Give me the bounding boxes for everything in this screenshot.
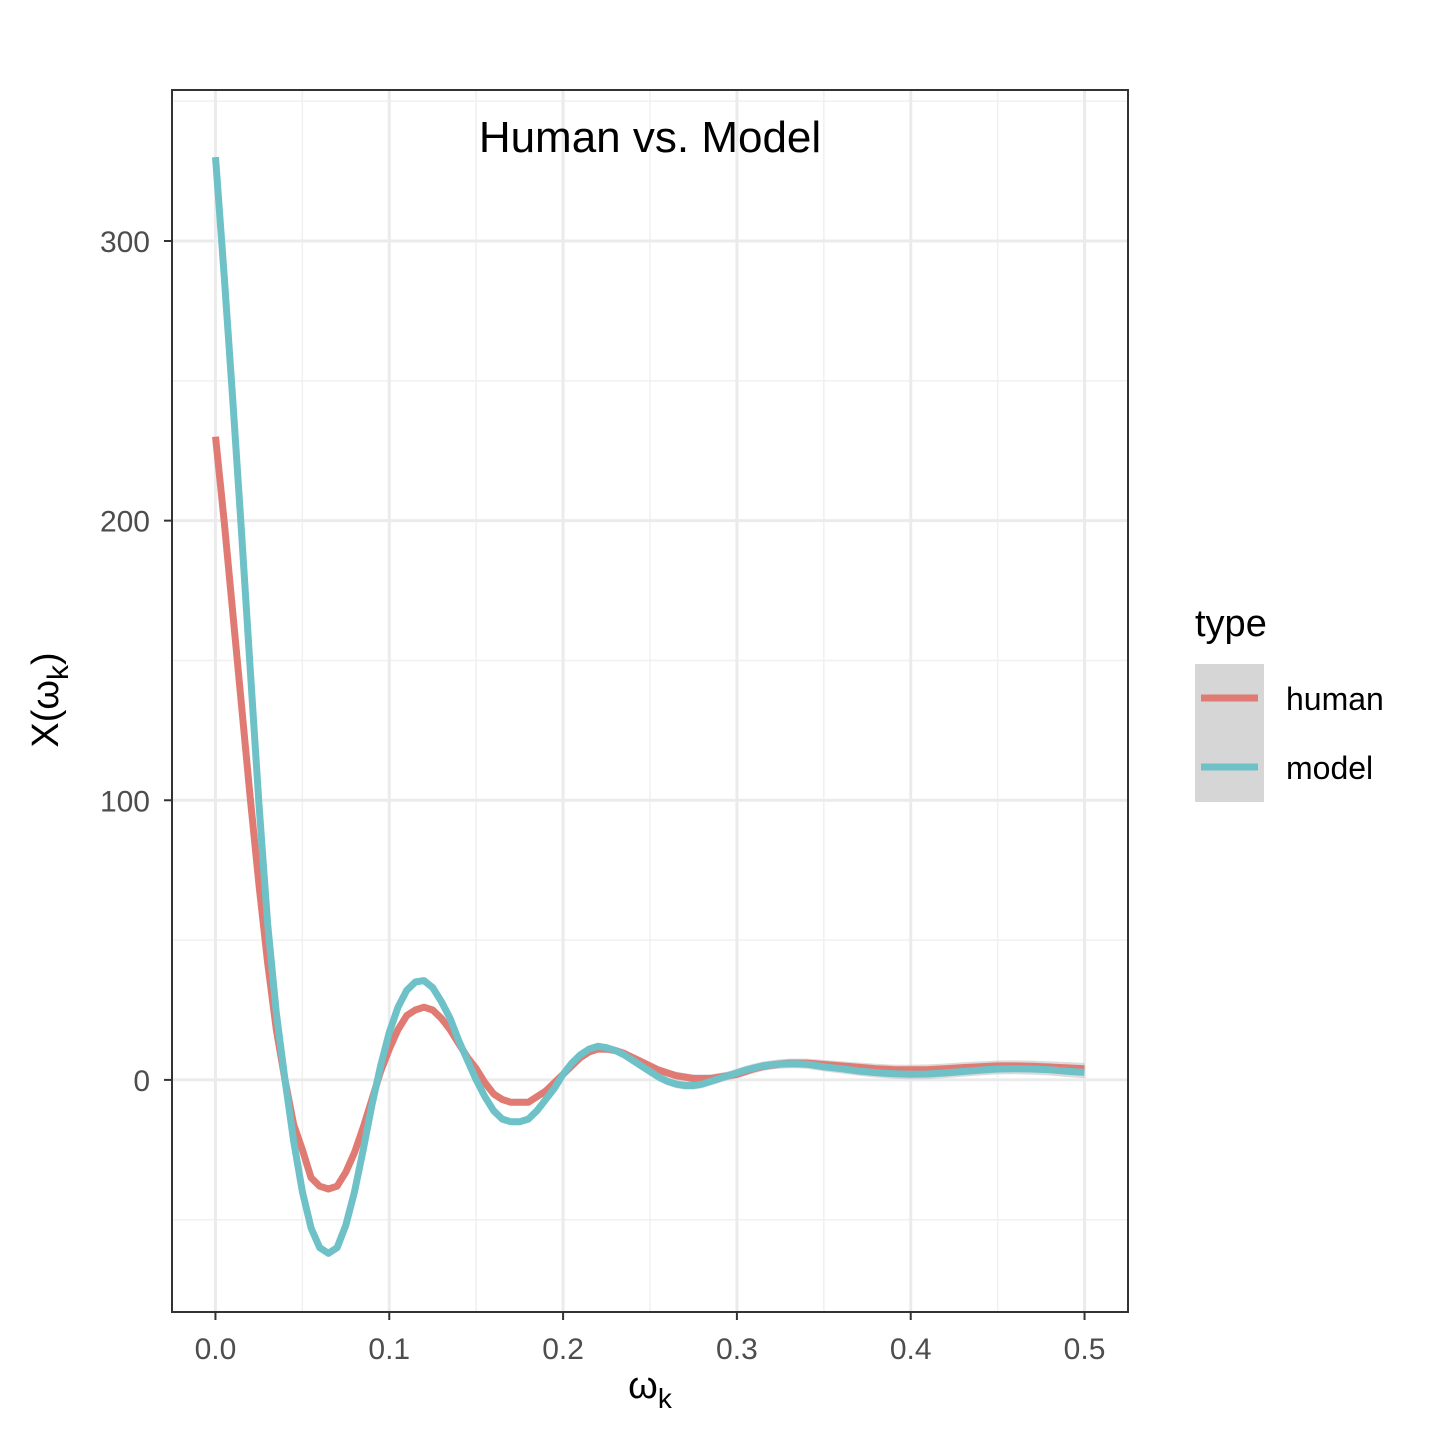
- grid: [172, 90, 1128, 1312]
- y-tick-label: 100: [100, 785, 150, 818]
- x-tick-label: 0.3: [716, 1333, 758, 1366]
- y-axis-label-subscript: k: [42, 664, 75, 680]
- y-tick-label: 0: [133, 1065, 150, 1098]
- x-tick-label: 0.1: [368, 1333, 410, 1366]
- legend-key-background: [1195, 664, 1264, 802]
- x-axis-label-main: ω: [628, 1365, 658, 1407]
- y-axis-label-main: X(ω: [25, 680, 67, 748]
- x-tick-label: 0.0: [195, 1333, 237, 1366]
- x-axis-label: ωk: [628, 1365, 673, 1414]
- x-axis-label-subscript: k: [658, 1383, 673, 1414]
- series-line-model: [212, 156, 1085, 1257]
- legend: type human model: [1195, 603, 1384, 802]
- x-tick-label: 0.4: [890, 1333, 932, 1366]
- series-lines: [212, 156, 1085, 1257]
- x-tick-label: 0.2: [542, 1333, 584, 1366]
- axis-ticks: 0.0 0.1 0.2 0.3 0.4 0.5 0 100 200 300: [100, 226, 1105, 1366]
- y-axis-label: X(ωk): [25, 652, 75, 747]
- y-tick-label: 200: [100, 506, 150, 539]
- plot-panel-border: [171, 89, 1129, 1313]
- y-tick-label: 300: [100, 226, 150, 259]
- x-tick-label: 0.5: [1064, 1333, 1106, 1366]
- chart-title: Human vs. Model: [479, 113, 821, 162]
- y-axis-label-close: ): [25, 652, 67, 665]
- legend-label-human: human: [1286, 681, 1384, 717]
- legend-title: type: [1195, 603, 1267, 645]
- legend-label-model: model: [1286, 750, 1373, 786]
